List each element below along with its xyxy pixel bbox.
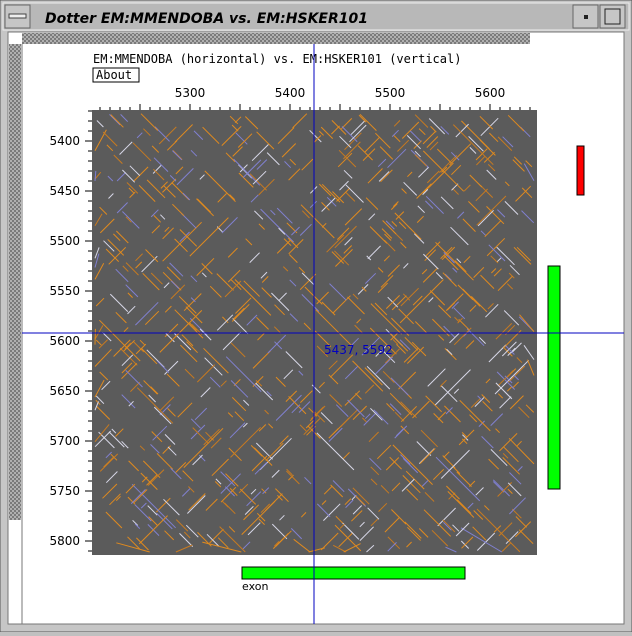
window-title: Dotter EM:MMENDOBA vs. EM:HSKER101: [45, 11, 368, 27]
maximize-button[interactable]: [600, 5, 625, 28]
y-tick-label: 5400: [49, 134, 80, 148]
crosshair-label: 5437, 5592: [324, 343, 393, 357]
horizontal-scrollbar[interactable]: [22, 33, 530, 44]
y-tick-label: 5650: [49, 384, 80, 398]
feature-vertical-exon: [548, 266, 560, 489]
y-tick-label: 5750: [49, 484, 80, 498]
y-tick-label: 5500: [49, 234, 80, 248]
x-tick-label: 5300: [175, 86, 206, 100]
feature-red: [577, 146, 584, 195]
about-button-label: About: [96, 68, 132, 82]
x-tick-label: 5600: [475, 86, 506, 100]
feature-horizontal-exon: [242, 567, 465, 579]
menu-icon: [9, 14, 26, 18]
x-tick-label: 5400: [275, 86, 306, 100]
plot-header: EM:MMENDOBA (horizontal) vs. EM:HSKER101…: [93, 52, 461, 66]
x-tick-label: 5500: [375, 86, 406, 100]
y-tick-label: 5800: [49, 534, 80, 548]
exon-label: exon: [242, 580, 268, 593]
y-tick-label: 5600: [49, 334, 80, 348]
y-tick-label: 5700: [49, 434, 80, 448]
y-tick-label: 5550: [49, 284, 80, 298]
minimize-icon: [584, 15, 588, 19]
vertical-scrollbar[interactable]: [9, 44, 21, 520]
y-tick-label: 5450: [49, 184, 80, 198]
